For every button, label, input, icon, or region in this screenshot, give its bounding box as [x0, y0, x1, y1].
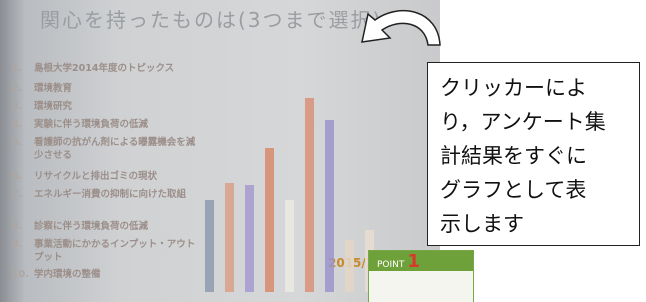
- bar: [225, 183, 234, 292]
- callout-box: クリッカーにより，アンケート集計結果をすぐにグラフとして表示します: [427, 62, 640, 246]
- callout-line: グラフとして表: [440, 173, 639, 207]
- bar: [305, 98, 314, 292]
- screenshot: 関心を持ったものは(3つまで選択) 1.島根大学2014年度のトピックス2.環境…: [0, 0, 646, 302]
- callout-line: 計結果をすぐに: [440, 139, 639, 173]
- point-number: 1: [407, 251, 420, 272]
- curved-arrow: [362, 11, 440, 45]
- bar: [265, 148, 274, 292]
- point-label: POINT: [377, 260, 404, 270]
- callout-line: り，アンケート集: [440, 105, 639, 139]
- callout-line: 示します: [440, 207, 639, 241]
- callout-line: クリッカーによ: [440, 71, 639, 105]
- bar: [245, 185, 254, 292]
- bar: [205, 200, 214, 292]
- bar: [325, 120, 334, 292]
- bar: [345, 240, 354, 292]
- bar: [285, 200, 294, 292]
